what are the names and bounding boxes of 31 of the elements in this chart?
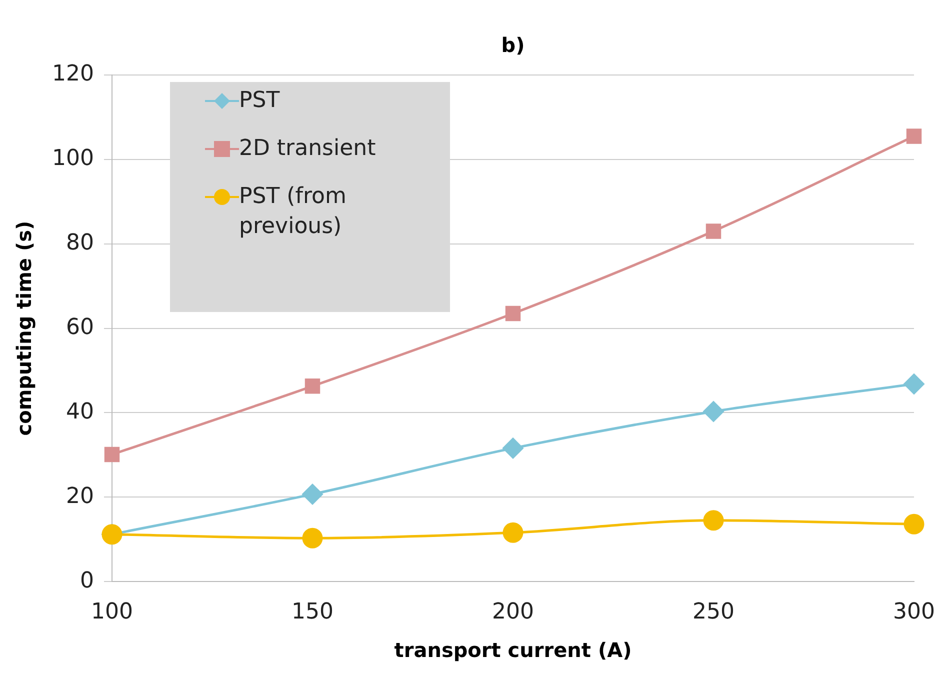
x-axis-title: transport current (A) — [394, 638, 632, 662]
point — [302, 484, 323, 504]
x-tick-label: 200 — [492, 600, 534, 625]
y-tick-label: 20 — [66, 484, 94, 509]
y-tick-label: 80 — [66, 230, 94, 256]
point — [904, 514, 924, 534]
point — [302, 528, 323, 548]
legend-label: PST (from previous) — [239, 183, 348, 241]
point — [104, 446, 120, 462]
y-tick-label: 100 — [52, 146, 94, 172]
point — [706, 224, 722, 239]
x-tick-label: 100 — [90, 600, 133, 625]
y-tick-label: 60 — [66, 315, 94, 340]
x-tick-label: 250 — [692, 600, 734, 625]
y-tick-label: 120 — [52, 62, 94, 87]
point — [703, 510, 724, 531]
x-tick-label: 300 — [893, 600, 935, 625]
x-tick-label: 150 — [291, 600, 334, 625]
y-axis-title: computing time (s) — [12, 220, 36, 436]
point — [304, 378, 320, 394]
y-tick-label: 40 — [66, 399, 94, 424]
point — [703, 401, 724, 422]
point — [502, 438, 524, 458]
point — [906, 128, 922, 144]
point — [502, 522, 524, 543]
legend-label: 2D transient — [239, 135, 377, 163]
point — [904, 374, 924, 394]
chart-title: b) — [501, 33, 525, 57]
point — [505, 306, 521, 322]
y-tick-label: 0 — [80, 568, 94, 594]
legend-label: PST — [239, 87, 281, 115]
